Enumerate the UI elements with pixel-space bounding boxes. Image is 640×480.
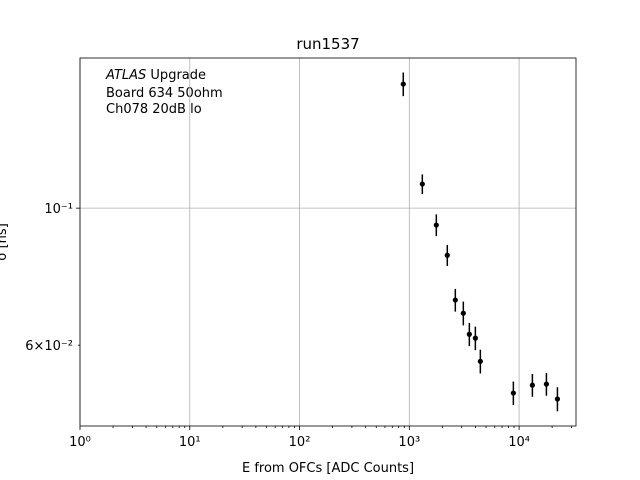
chart-title: run1537 [296, 35, 359, 53]
annotation-line: Upgrade [150, 68, 206, 83]
data-point [452, 297, 458, 303]
data-point [529, 382, 535, 388]
x-tick-label: 10¹ [179, 435, 201, 450]
data-point [444, 252, 450, 258]
data-point [466, 331, 472, 337]
y-tick-label: 6×10⁻² [25, 339, 73, 354]
y-tick-label: 10⁻¹ [44, 202, 73, 217]
data-point [554, 396, 561, 402]
data-point [510, 390, 516, 396]
x-tick-label: 10² [289, 435, 311, 450]
annotation-line: Ch078 20dB lo [106, 102, 202, 117]
annotation-emph: ATLAS [105, 68, 146, 83]
data-point [460, 310, 466, 316]
x-tick-label: 10⁴ [508, 435, 530, 450]
data-point [472, 335, 478, 341]
data-point [543, 381, 550, 387]
data-point [400, 81, 406, 87]
annotation: ATLAS Upgrade [105, 68, 206, 83]
x-tick-label: 10³ [398, 435, 420, 450]
data-point [477, 358, 483, 364]
y-axis-label: σ [ns] [0, 223, 10, 261]
data-point [419, 181, 425, 187]
annotation-line: Board 634 50ohm [106, 86, 223, 101]
data-point [433, 222, 439, 228]
x-tick-label: 10⁰ [69, 435, 91, 450]
x-axis-label: E from OFCs [ADC Counts] [242, 461, 414, 476]
plot-frame [79, 57, 577, 427]
